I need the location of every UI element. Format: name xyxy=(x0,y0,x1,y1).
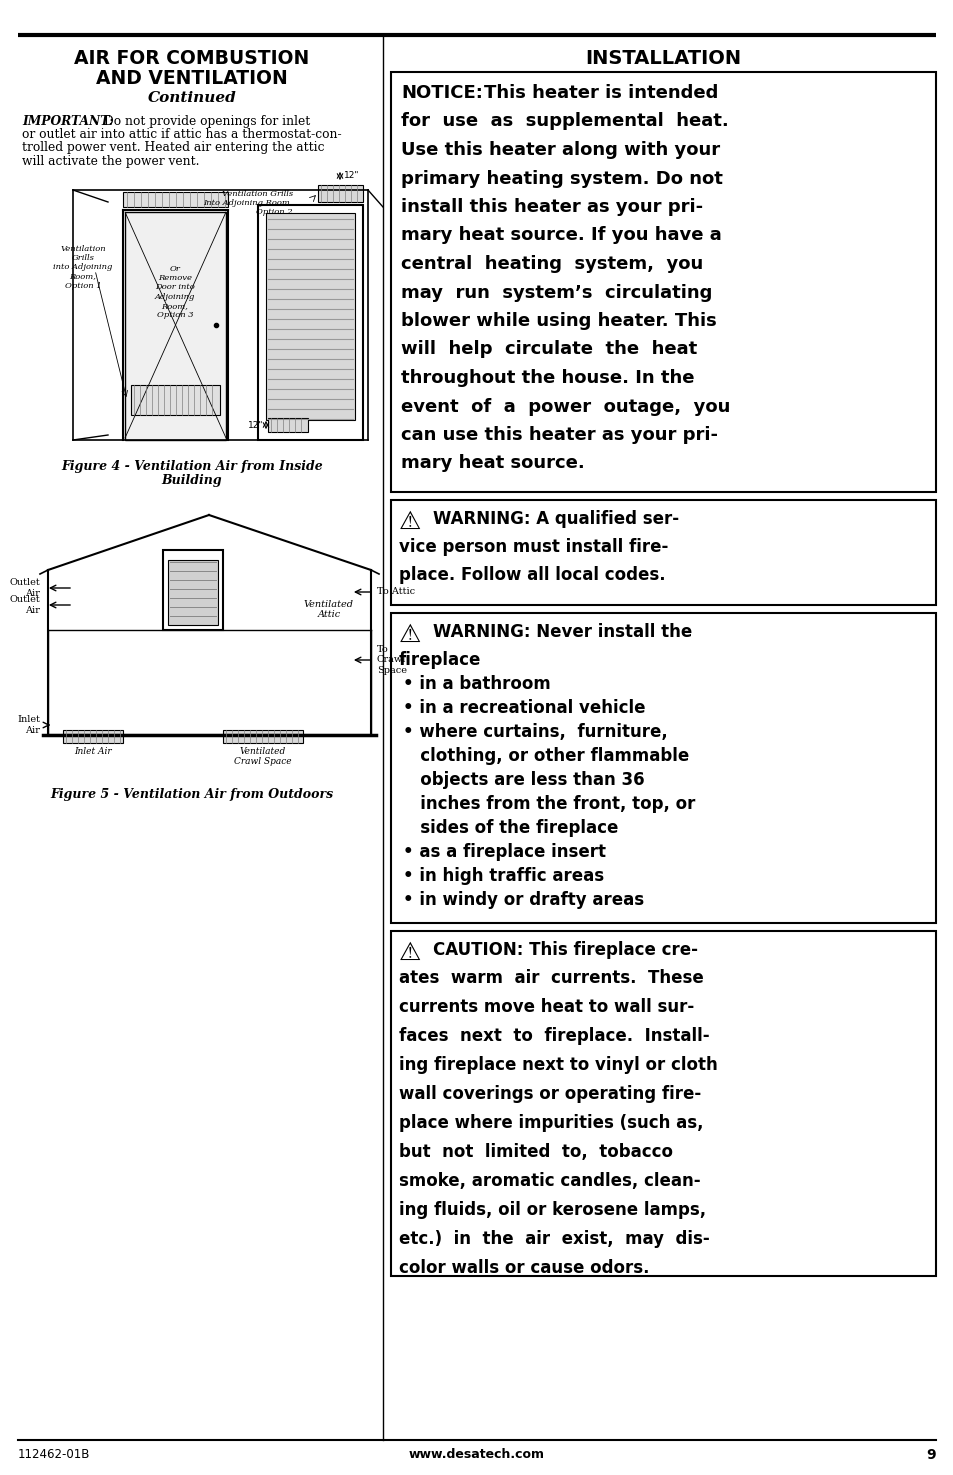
Text: can use this heater as your pri-: can use this heater as your pri- xyxy=(400,426,718,444)
Text: www.desatech.com: www.desatech.com xyxy=(409,1448,544,1462)
Text: 12": 12" xyxy=(247,420,263,429)
Text: ⚠: ⚠ xyxy=(398,510,421,534)
Bar xyxy=(163,550,223,630)
Text: event  of  a  power  outage,  you: event of a power outage, you xyxy=(400,397,730,416)
Text: Ventilated
Attic: Ventilated Attic xyxy=(304,600,354,620)
Bar xyxy=(317,184,363,202)
Text: Ventilation
Grills
into Adjoining
Room,
Option 1: Ventilation Grills into Adjoining Room, … xyxy=(53,245,112,289)
Text: • in a bathroom: • in a bathroom xyxy=(402,676,550,693)
Bar xyxy=(391,614,935,923)
Bar xyxy=(266,212,355,420)
Text: AIR FOR COMBUSTION: AIR FOR COMBUSTION xyxy=(74,49,310,68)
Text: will  help  circulate  the  heat: will help circulate the heat xyxy=(400,341,697,358)
Text: currents move heat to wall sur-: currents move heat to wall sur- xyxy=(398,999,694,1016)
Text: NOTICE:: NOTICE: xyxy=(400,84,482,102)
Text: or outlet air into attic if attic has a thermostat-con-: or outlet air into attic if attic has a … xyxy=(22,128,341,142)
Text: AND VENTILATION: AND VENTILATION xyxy=(96,68,288,87)
Text: • as a fireplace insert: • as a fireplace insert xyxy=(402,844,605,861)
Text: blower while using heater. This: blower while using heater. This xyxy=(400,313,716,330)
Text: • in a recreational vehicle: • in a recreational vehicle xyxy=(402,699,645,717)
Text: etc.)  in  the  air  exist,  may  dis-: etc.) in the air exist, may dis- xyxy=(398,1230,709,1248)
Text: ates  warm  air  currents.  These: ates warm air currents. These xyxy=(398,969,703,987)
Text: WARNING: A qualified ser-: WARNING: A qualified ser- xyxy=(433,510,679,528)
Text: place where impurities (such as,: place where impurities (such as, xyxy=(398,1114,702,1131)
Text: but  not  limited  to,  tobacco: but not limited to, tobacco xyxy=(398,1143,672,1161)
Bar xyxy=(391,500,935,605)
Text: objects are less than 36: objects are less than 36 xyxy=(402,771,644,789)
Bar xyxy=(257,205,363,440)
Text: ⚠: ⚠ xyxy=(398,622,421,648)
Text: for  use  as  supplemental  heat.: for use as supplemental heat. xyxy=(400,112,728,130)
Text: • where curtains,  furniture,: • where curtains, furniture, xyxy=(402,723,667,740)
Text: Ventilation Grills
Into Adjoining Room,
Option 2: Ventilation Grills Into Adjoining Room, … xyxy=(203,190,293,217)
Text: trolled power vent. Heated air entering the attic: trolled power vent. Heated air entering … xyxy=(22,142,324,155)
Text: may  run  system’s  circulating: may run system’s circulating xyxy=(400,283,712,301)
Text: Figure 4 - Ventilation Air from Inside: Figure 4 - Ventilation Air from Inside xyxy=(61,460,322,473)
Text: Figure 5 - Ventilation Air from Outdoors: Figure 5 - Ventilation Air from Outdoors xyxy=(51,788,334,801)
Text: install this heater as your pri-: install this heater as your pri- xyxy=(400,198,702,215)
Text: Outlet
Air: Outlet Air xyxy=(10,578,40,597)
Text: To
Crawl
Space: To Crawl Space xyxy=(376,645,407,676)
Text: inches from the front, top, or: inches from the front, top, or xyxy=(402,795,695,813)
Text: CAUTION: This fireplace cre-: CAUTION: This fireplace cre- xyxy=(433,941,698,959)
Bar xyxy=(131,385,220,414)
Text: throughout the house. In the: throughout the house. In the xyxy=(400,369,694,386)
Text: 12": 12" xyxy=(344,171,359,180)
Text: Do not provide openings for inlet: Do not provide openings for inlet xyxy=(104,115,310,128)
Text: WARNING: Never install the: WARNING: Never install the xyxy=(433,622,692,642)
Text: Building: Building xyxy=(161,473,222,487)
Text: Or
Remove
Door into
Adjoining
Room,
Option 3: Or Remove Door into Adjoining Room, Opti… xyxy=(154,266,195,319)
Text: Use this heater along with your: Use this heater along with your xyxy=(400,142,720,159)
Text: Ventilated
Crawl Space: Ventilated Crawl Space xyxy=(233,746,292,767)
Text: INSTALLATION: INSTALLATION xyxy=(585,49,740,68)
Text: sides of the fireplace: sides of the fireplace xyxy=(402,819,618,836)
Text: wall coverings or operating fire-: wall coverings or operating fire- xyxy=(398,1086,700,1103)
Text: mary heat source.: mary heat source. xyxy=(400,454,584,472)
Text: • in windy or drafty areas: • in windy or drafty areas xyxy=(402,891,643,909)
Text: This heater is intended: This heater is intended xyxy=(483,84,718,102)
Text: ⚠: ⚠ xyxy=(398,941,421,965)
Text: ing fluids, oil or kerosene lamps,: ing fluids, oil or kerosene lamps, xyxy=(398,1201,705,1218)
Bar xyxy=(63,730,123,743)
Bar xyxy=(391,72,935,493)
Bar xyxy=(268,417,308,432)
Text: fireplace: fireplace xyxy=(398,650,481,670)
Text: vice person must install fire-: vice person must install fire- xyxy=(398,538,668,556)
Text: smoke, aromatic candles, clean-: smoke, aromatic candles, clean- xyxy=(398,1173,700,1190)
Text: 9: 9 xyxy=(925,1448,935,1462)
Text: primary heating system. Do not: primary heating system. Do not xyxy=(400,170,722,187)
Text: clothing, or other flammable: clothing, or other flammable xyxy=(402,746,688,766)
Text: will activate the power vent.: will activate the power vent. xyxy=(22,155,199,168)
Text: faces  next  to  fireplace.  Install-: faces next to fireplace. Install- xyxy=(398,1027,709,1044)
Bar xyxy=(168,560,218,625)
Text: Inlet Air: Inlet Air xyxy=(74,746,112,757)
Text: color walls or cause odors.: color walls or cause odors. xyxy=(398,1260,649,1277)
Text: central  heating  system,  you: central heating system, you xyxy=(400,255,702,273)
Text: Continued: Continued xyxy=(148,91,236,105)
Text: IMPORTANT:: IMPORTANT: xyxy=(22,115,113,128)
Text: mary heat source. If you have a: mary heat source. If you have a xyxy=(400,227,721,245)
Text: place. Follow all local codes.: place. Follow all local codes. xyxy=(398,566,665,584)
Text: Outlet
Air: Outlet Air xyxy=(10,596,40,615)
Bar xyxy=(125,212,226,440)
Text: ing fireplace next to vinyl or cloth: ing fireplace next to vinyl or cloth xyxy=(398,1056,717,1074)
Text: 112462-01B: 112462-01B xyxy=(18,1448,91,1462)
Text: Inlet
Air: Inlet Air xyxy=(17,715,40,735)
Bar xyxy=(123,192,228,206)
Bar xyxy=(391,931,935,1276)
Text: • in high traffic areas: • in high traffic areas xyxy=(402,867,603,885)
Bar xyxy=(223,730,303,743)
Text: To Attic: To Attic xyxy=(376,587,415,596)
